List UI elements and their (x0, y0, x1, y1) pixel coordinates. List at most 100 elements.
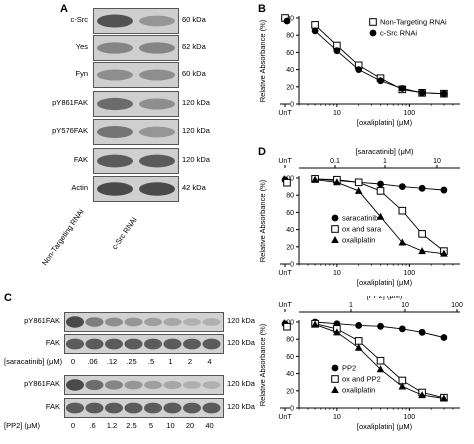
blot-band (66, 316, 84, 328)
blot-c-protein-label: pY861FAK (24, 316, 60, 325)
blot-a-protein-label: Yes (75, 42, 88, 51)
data-point (354, 337, 363, 345)
blot-c-protein-label: FAK (45, 402, 60, 411)
y-tick-label: 80 (286, 337, 294, 344)
dose-value: 10 (166, 421, 175, 430)
blot-c-strip (64, 375, 224, 395)
blot-c-size-label: 120 kDa (227, 338, 255, 347)
data-point (377, 180, 384, 188)
top-x-tick-label: 0.1 (330, 158, 340, 165)
y-axis-label: Relative Absorbance (%) (258, 323, 267, 406)
data-point (398, 206, 407, 215)
y-tick-label: 20 (286, 244, 294, 251)
blot-band (139, 42, 175, 54)
blot-band (105, 317, 123, 327)
chart-panel-d-pp2: 020406080100UnT10100[oxaliplatin] (μM)Re… (258, 296, 463, 431)
legend-label: PP2 (342, 364, 356, 373)
blot-c-protein-label: pY861FAK (24, 379, 60, 388)
blot-a-size-label: 120 kDa (182, 155, 210, 164)
blot-band (124, 380, 143, 390)
blot-band (139, 15, 175, 27)
blot-band (202, 338, 221, 350)
x-tick-label: UnT (278, 270, 292, 277)
lane-label-csrc-rnai: c-Src RNAi (110, 215, 139, 252)
data-point (377, 77, 384, 85)
chart-panel-b: 020406080100UnT10100[oxaliplatin] (μM)Re… (258, 14, 460, 127)
legend-marker (331, 214, 339, 222)
blot-a-protein-label: Actin (71, 183, 88, 192)
blot-a-protein-label: FAK (73, 155, 88, 164)
x-tick-label: 10 (333, 110, 341, 117)
legend-label: c-Src RNAi (380, 29, 417, 38)
data-point (311, 27, 319, 35)
dose-value: .06 (87, 357, 98, 366)
blot-band (97, 14, 133, 28)
blot-c-size-label: 120 kDa (227, 379, 255, 388)
data-point (440, 334, 448, 341)
blot-c-size-label: 120 kDa (227, 316, 255, 325)
dose-value: 2.5 (126, 421, 137, 430)
top-x-tick-label: 10 (401, 302, 409, 309)
top-x-tick-label: UnT (278, 302, 292, 309)
blot-band (124, 402, 143, 414)
series-line (314, 30, 444, 95)
legend-marker (331, 236, 339, 243)
y-tick-label: 40 (286, 371, 294, 378)
blot-band (183, 338, 201, 350)
blot-band (144, 317, 162, 327)
chart-panel-d-saracatinib: 020406080100UnT10100[oxaliplatin] (μM)Re… (258, 148, 460, 287)
panel-label-c: C (4, 292, 12, 304)
top-x-tick-label: UnT (278, 158, 292, 165)
blot-band (139, 98, 175, 110)
blot-band (202, 318, 221, 326)
y-tick-label: 20 (286, 388, 294, 395)
blot-a-strip (93, 8, 179, 34)
blot-band (124, 317, 143, 327)
dose-value: 0 (70, 357, 76, 366)
dose-value: 2 (187, 357, 193, 366)
dose-value: 0 (70, 421, 76, 430)
blot-band (163, 402, 182, 414)
blot-band (139, 182, 175, 196)
blot-c-size-label: 120 kDa (227, 402, 255, 411)
dose-value: 40 (205, 421, 214, 430)
data-point (333, 178, 341, 186)
dose-axis-label: [saracatinib] (μM) (4, 357, 63, 366)
data-point (377, 322, 384, 330)
data-point (398, 183, 406, 190)
blot-a-protein-label: c-Src (70, 15, 89, 24)
dose-value: 1.2 (106, 421, 118, 430)
data-point (376, 212, 385, 220)
blot-band (97, 154, 133, 168)
blot-band (202, 381, 221, 389)
blot-a-strip (93, 91, 179, 117)
dose-value: .12 (106, 357, 118, 366)
top-x-tick-label: 10 (433, 158, 441, 165)
blot-a-size-label: 42 kDa (182, 183, 206, 192)
blot-band (105, 402, 123, 414)
top-x-tick-label: 100 (451, 302, 463, 309)
blot-band (163, 338, 182, 350)
y-axis-label: Relative Absorbance (%) (258, 179, 267, 262)
blot-band (85, 402, 104, 414)
blot-band (66, 379, 84, 391)
blot-band (139, 126, 175, 138)
blot-c-strip (64, 334, 224, 354)
top-x-axis-label: [PP2] (μM) (367, 296, 403, 300)
legend-marker (331, 225, 339, 233)
y-tick-label: 80 (286, 193, 294, 200)
dose-value: 5 (148, 421, 154, 430)
blot-band (66, 338, 84, 350)
blot-a-strip (93, 119, 179, 145)
blot-a-protein-label: Fyn (75, 69, 88, 78)
data-point (418, 184, 426, 192)
blot-band (163, 380, 182, 390)
y-tick-label: 0 (290, 406, 294, 413)
dose-axis-label: [PP2] (μM) (4, 421, 40, 430)
legend-label: ox and sara (342, 225, 382, 234)
x-tick-label: 100 (404, 270, 416, 277)
x-tick-label: 100 (404, 414, 416, 421)
top-x-tick-label: 1 (383, 158, 387, 165)
blot-band (124, 338, 143, 350)
data-point (333, 47, 341, 55)
